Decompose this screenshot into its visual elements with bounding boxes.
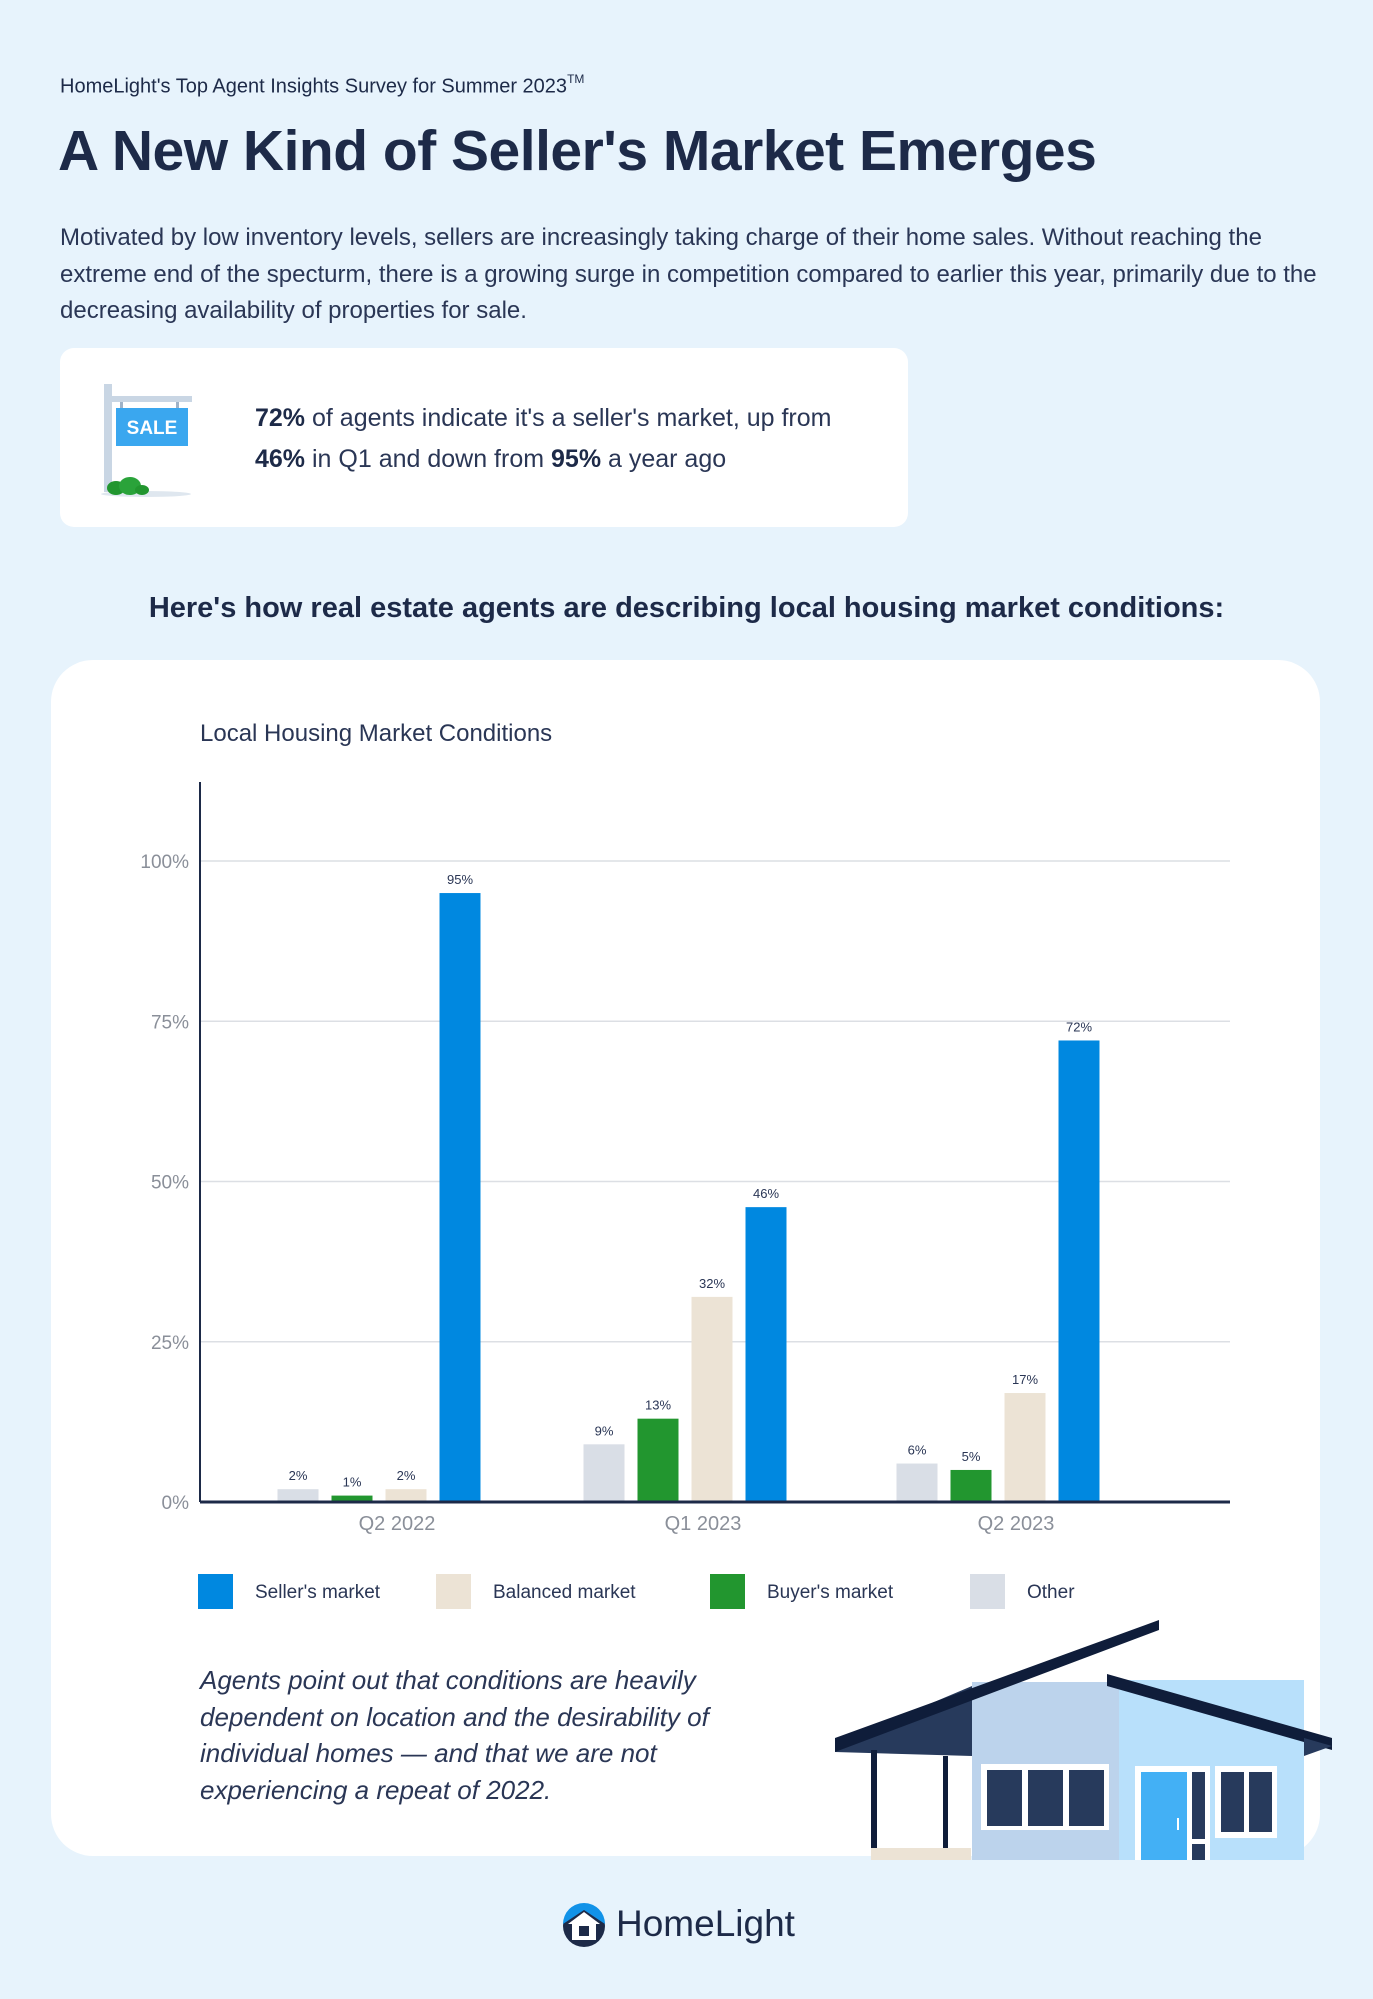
data-label: 2% [397,1468,416,1483]
data-label: 13% [645,1398,671,1413]
section-heading: Here's how real estate agents are descri… [148,592,1225,624]
bar-seller [745,1207,787,1502]
data-label: 1% [343,1475,362,1490]
callout-text-2: in Q1 and down from [305,445,552,473]
data-label: 95% [447,872,473,887]
y-tick-label: 25% [151,1333,189,1354]
bar-buyer [331,1495,373,1502]
data-label: 5% [962,1449,981,1464]
intro-paragraph: Motivated by low inventory levels, selle… [60,224,1317,324]
bar-balanced [691,1296,733,1502]
legend-swatch-other [970,1574,1005,1609]
homelight-logo: HomeLight [560,1900,795,1948]
chart-title: Local Housing Market Conditions [200,720,552,747]
trademark: TM [567,72,585,86]
stat-current: 72% [255,404,306,432]
x-tick-label: Q2 2023 [978,1513,1055,1535]
bar-other [277,1489,319,1502]
y-tick-label: 0% [162,1493,190,1514]
legend-swatch-buyer [710,1574,745,1609]
agents-note: Agents point out that conditions are hea… [200,1665,709,1805]
bar-seller [439,893,481,1502]
bar-buyer [637,1418,679,1502]
legend-swatch-balanced [436,1574,471,1609]
homelight-house-icon [563,1903,605,1947]
x-tick-label: Q2 2022 [359,1513,436,1535]
data-label: 72% [1066,1019,1092,1034]
bar-chart: Local Housing Market Conditions 2% 1% 2% 95… [140,720,1230,1609]
survey-subtitle: HomeLight's Top Agent Insights Survey fo… [60,72,585,99]
data-label: 6% [908,1443,927,1458]
stat-q1: 46% [255,445,306,473]
bar-balanced [1004,1393,1046,1502]
callout-text: 72% of agents indicate it's a seller's m… [255,398,855,480]
data-label: 9% [595,1423,614,1438]
bar-buyer [950,1469,992,1502]
legend-swatch-seller [198,1574,233,1609]
callout-text-1: of agents indicate it's a seller's marke… [305,404,832,432]
stat-year-ago: 95% [551,445,602,473]
data-label: 2% [289,1468,308,1483]
legend-label-buyer: Buyer's market [767,1582,894,1603]
page-title: A New Kind of Seller's Market Emerges [58,119,1097,183]
sale-sign-icon: SALE [101,384,192,497]
chart-card: Local Housing Market Conditions 2% 1% 2% 95… [51,660,1332,1860]
survey-text: HomeLight's Top Agent Insights Survey fo… [60,75,568,98]
sale-sign-label: SALE [127,418,178,439]
data-label: 17% [1012,1372,1038,1387]
bar-balanced [385,1489,427,1502]
callout-text-3: a year ago [601,445,727,473]
y-tick-label: 100% [140,852,189,873]
stat-callout-card: SALE 72% of agents indicate it's a selle… [60,348,908,527]
data-label: 32% [699,1276,725,1291]
legend-label-balanced: Balanced market [493,1582,636,1603]
y-tick-label: 75% [151,1012,189,1033]
bar-other [583,1444,625,1502]
logo-text: HomeLight [616,1903,795,1944]
data-label: 46% [753,1186,779,1201]
bar-other [896,1463,938,1502]
legend-label-other: Other [1027,1582,1075,1603]
legend-label-seller: Seller's market [255,1582,381,1603]
bar-seller [1058,1040,1100,1502]
y-tick-label: 50% [151,1173,189,1194]
house-illustration [835,1620,1332,1860]
x-tick-label: Q1 2023 [665,1513,742,1535]
